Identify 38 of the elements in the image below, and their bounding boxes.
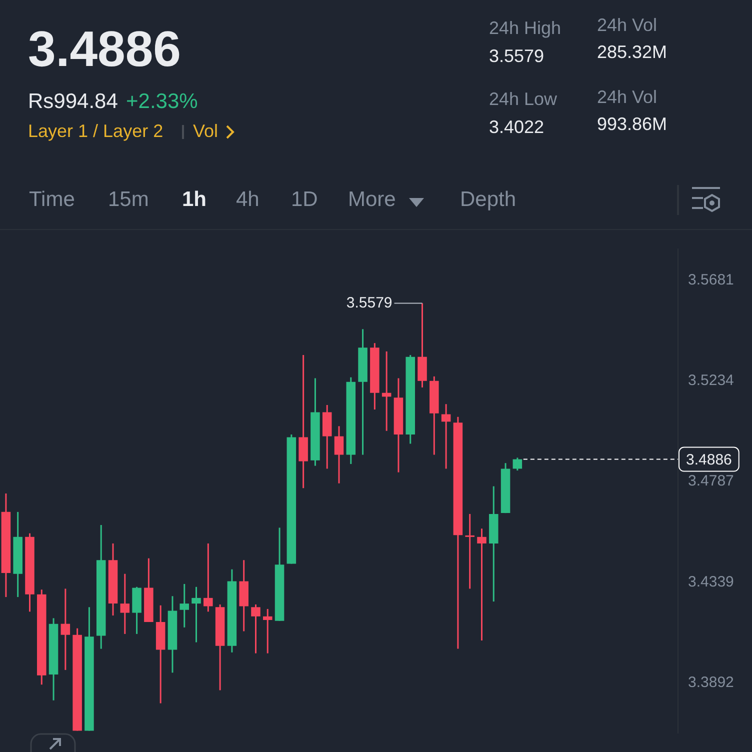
y-tick-label: 3.4339 <box>688 574 734 591</box>
candlestick <box>120 573 130 635</box>
candlestick <box>192 586 201 644</box>
candlestick <box>334 425 344 484</box>
candlestick <box>465 513 474 590</box>
candlestick <box>262 608 272 654</box>
text: Vol <box>193 121 218 142</box>
text: 4h <box>236 188 260 212</box>
text: Time <box>29 188 75 212</box>
y-tick-label: 3.4787 <box>688 472 734 490</box>
candlestick <box>477 528 486 642</box>
candlestick <box>180 583 190 628</box>
text: 24h Low <box>489 89 558 110</box>
text: 24h Vol <box>597 15 658 36</box>
text: 285.32M <box>597 42 668 63</box>
text: 15m <box>108 188 149 212</box>
candlestick <box>441 403 451 470</box>
text: 1D <box>291 188 318 212</box>
candlestick <box>251 604 260 654</box>
text: Depth <box>460 188 516 212</box>
text: 24h Vol <box>597 87 658 108</box>
y-tick-label: 3.3892 <box>688 674 734 692</box>
chart-subtitle: Rs994.84 +2.33% <box>28 90 198 114</box>
chart-title: 3.4886 <box>28 20 181 78</box>
candlestick <box>60 588 70 671</box>
text: 1h <box>182 188 207 212</box>
text: More <box>348 188 396 212</box>
candlestick <box>204 542 213 612</box>
text: 3.4022 <box>489 117 544 138</box>
candlestick <box>512 456 522 472</box>
text: Layer 1 / Layer 2 <box>28 121 164 142</box>
annotation: 3.5579 <box>346 294 392 312</box>
text: 3.5579 <box>489 46 544 67</box>
text: 993.86M <box>597 114 668 135</box>
ref-line-label: 3.4886 <box>686 451 732 468</box>
y-tick-label: 3.5234 <box>688 372 734 390</box>
y-tick-label: 3.5681 <box>688 271 734 288</box>
text: 24h High <box>489 18 562 39</box>
